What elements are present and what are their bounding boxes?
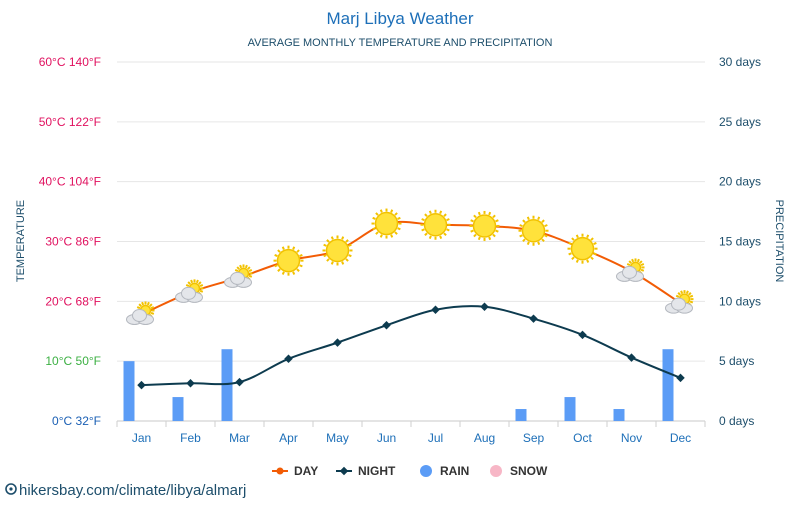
night-point xyxy=(137,380,146,390)
left-tick-label: 10°C 50°F xyxy=(45,354,101,368)
sun-icon xyxy=(567,233,598,264)
sun-icon xyxy=(322,235,353,266)
rain-bar xyxy=(123,361,135,421)
sun-icon xyxy=(371,208,402,239)
legend-item-night[interactable]: NIGHT xyxy=(336,464,396,478)
x-tick-label: Oct xyxy=(573,431,592,445)
rain-bar xyxy=(221,349,233,421)
night-point xyxy=(333,338,342,347)
rain-bars xyxy=(123,349,674,421)
left-tick-label: 20°C 68°F xyxy=(45,294,101,308)
rain-bar xyxy=(172,397,184,421)
chart-title: Marj Libya Weather xyxy=(326,9,473,28)
x-tick-label: Nov xyxy=(621,431,642,445)
left-tick-label: 30°C 86°F xyxy=(45,235,101,249)
x-tick-label: Jun xyxy=(377,431,396,445)
legend-item-rain[interactable]: RAIN xyxy=(420,464,469,478)
night-point xyxy=(676,373,685,383)
legend-item-day[interactable]: DAY xyxy=(272,464,318,478)
night-point xyxy=(480,302,489,311)
sun-icon xyxy=(273,245,304,276)
left-tick-label: 50°C 122°F xyxy=(39,115,101,129)
sun-icon xyxy=(518,215,549,246)
night-series-line xyxy=(141,305,681,387)
left-tick-label: 0°C 32°F xyxy=(52,414,101,428)
location-pin-dot xyxy=(9,487,13,491)
x-tick-label: Feb xyxy=(180,431,201,445)
night-point xyxy=(186,379,195,388)
partly-cloudy-icon xyxy=(175,279,204,303)
right-tick-label: 0 days xyxy=(719,414,754,428)
right-axis-label: PRECIPITATION xyxy=(773,200,785,283)
night-point xyxy=(431,305,440,314)
x-tick-label: Apr xyxy=(279,431,298,445)
location-pin-icon xyxy=(5,483,17,495)
sun-icon xyxy=(420,209,451,240)
right-tick-label: 15 days xyxy=(719,235,761,249)
partly-cloudy-icon xyxy=(616,258,645,282)
night-point xyxy=(578,330,587,340)
right-axis-ticks: 0 days 5 days 10 days 15 days 20 days 25 days… xyxy=(719,55,761,428)
night-point xyxy=(235,377,244,387)
legend-label: RAIN xyxy=(440,464,469,478)
night-point xyxy=(627,353,636,362)
x-tick-label: Aug xyxy=(474,431,495,445)
rain-bar xyxy=(662,349,674,421)
grid-lines xyxy=(117,61,705,422)
legend-label: SNOW xyxy=(510,464,548,478)
x-tick-label: Jan xyxy=(132,431,151,445)
rain-bar xyxy=(564,397,576,421)
partly-cloudy-icon xyxy=(665,290,694,314)
right-tick-label: 20 days xyxy=(719,175,761,189)
legend-label: DAY xyxy=(294,464,318,478)
chart-subtitle: AVERAGE MONTHLY TEMPERATURE AND PRECIPIT… xyxy=(248,37,553,49)
right-tick-label: 25 days xyxy=(719,115,761,129)
x-tick-label: Sep xyxy=(523,431,545,445)
temperature-lines xyxy=(137,220,685,390)
left-tick-label: 40°C 104°F xyxy=(39,175,101,189)
left-axis-label: TEMPERATURE xyxy=(15,200,27,282)
legend-item-snow[interactable]: SNOW xyxy=(490,464,548,478)
x-tick-label: Jul xyxy=(428,431,443,445)
partly-cloudy-icon xyxy=(224,264,253,288)
day-series-line xyxy=(141,220,682,316)
night-point xyxy=(284,354,293,364)
legend: DAY NIGHT RAIN SNOW xyxy=(272,464,548,478)
source-url[interactable]: hikersbay.com/climate/libya/almarj xyxy=(19,482,246,499)
rain-bar xyxy=(515,409,527,421)
right-tick-label: 5 days xyxy=(719,354,754,368)
x-axis-ticks: Jan Feb Mar Apr May Jun Jul Aug Sep Oct Nov Dec xyxy=(116,421,706,445)
x-tick-label: Mar xyxy=(229,431,250,445)
left-axis-ticks: 0°C 32°F 10°C 50°F 20°C 68°F 30°C 86°F 40°C … xyxy=(39,55,101,428)
rain-bar xyxy=(613,409,625,421)
x-tick-label: Dec xyxy=(670,431,691,445)
night-point xyxy=(529,314,538,323)
left-tick-label: 60°C 140°F xyxy=(39,55,101,69)
right-tick-label: 10 days xyxy=(719,294,761,308)
weather-icons xyxy=(126,208,694,325)
sun-icon xyxy=(469,210,500,241)
x-tick-label: May xyxy=(326,431,349,445)
source-link[interactable]: hikersbay.com/climate/libya/almarj xyxy=(5,482,246,499)
legend-label: NIGHT xyxy=(358,464,396,478)
night-point xyxy=(382,321,391,330)
right-tick-label: 30 days xyxy=(719,55,761,69)
partly-cloudy-icon xyxy=(126,301,155,325)
